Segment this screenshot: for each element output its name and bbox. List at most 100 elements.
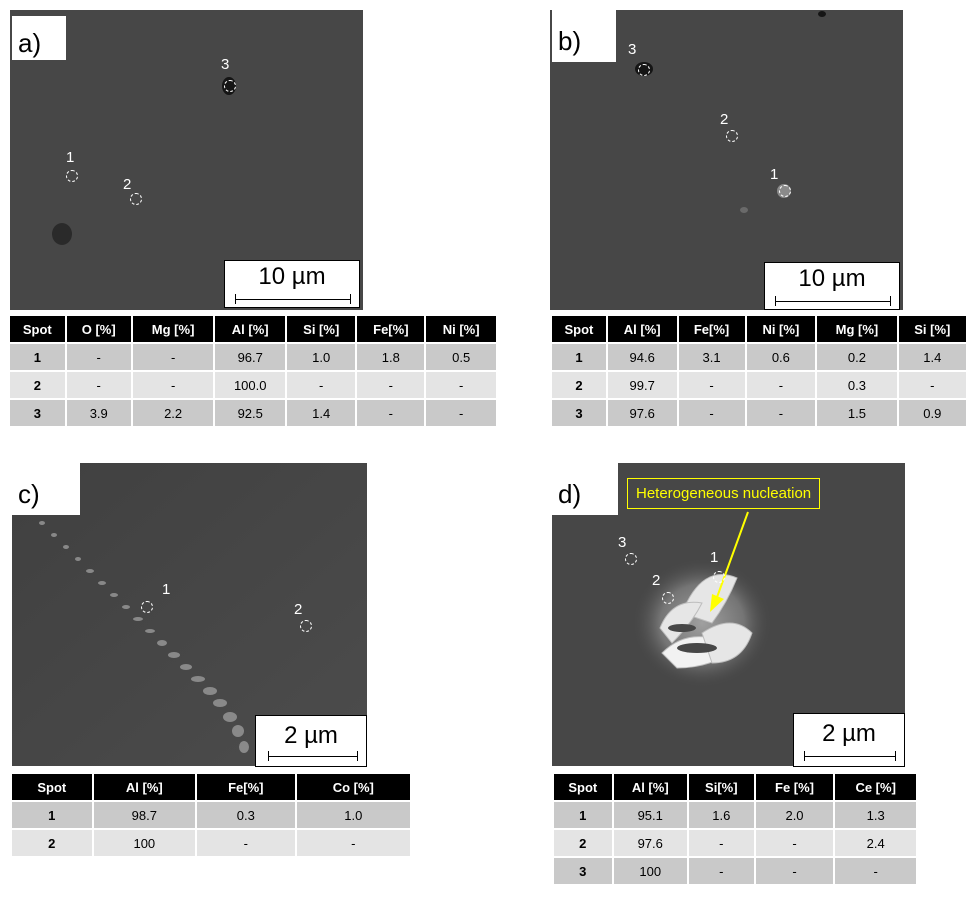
spot-marker-3 (638, 64, 650, 76)
table-cell: 95.1 (613, 802, 687, 828)
table-cell: - (132, 372, 214, 398)
spot-marker-3 (224, 80, 236, 92)
table-cell: 92.5 (215, 400, 286, 426)
col-header: Spot (554, 774, 612, 800)
table-cell: 3.9 (66, 400, 131, 426)
table-row: 2 97.6 - - 2.4 (554, 830, 916, 856)
table-row: 1 - - 96.7 1.0 1.8 0.5 (10, 344, 496, 370)
table-row: 2 - - 100.0 - - - (10, 372, 496, 398)
scale-bar-b: 10 µm (764, 262, 900, 310)
table-cell: - (296, 830, 410, 856)
table-cell: 1.5 (817, 400, 897, 426)
table-cell: 3.1 (678, 344, 745, 370)
spot-label-3: 3 (618, 534, 627, 551)
eds-table-a: Spot O [%] Mg [%] Al [%] Si [%] Fe[%] Ni… (8, 314, 498, 428)
table-cell: 100 (93, 830, 196, 856)
spot-label-1: 1 (66, 149, 75, 166)
table-cell: 2 (12, 830, 92, 856)
spot-label-2: 2 (652, 572, 661, 589)
col-header: Al [%] (613, 774, 687, 800)
table-cell: - (197, 830, 295, 856)
table-cell: - (426, 372, 496, 398)
col-header: Fe [%] (755, 774, 834, 800)
table-cell: 1 (552, 344, 606, 370)
table-cell: 1 (554, 802, 612, 828)
table-cell: - (287, 372, 356, 398)
col-header: Si [%] (898, 316, 966, 342)
spot-label-2: 2 (294, 601, 303, 618)
table-cell: 2 (10, 372, 65, 398)
table-cell: - (688, 830, 754, 856)
col-header: Mg [%] (132, 316, 214, 342)
col-header: Al [%] (607, 316, 677, 342)
table-cell: - (898, 372, 966, 398)
table-cell: 97.6 (607, 400, 677, 426)
spot-marker-1 (779, 185, 791, 197)
panel-label-b: b) (552, 10, 616, 62)
annotation-heterogeneous-nucleation: Heterogeneous nucleation (627, 478, 821, 509)
col-header: Si [%] (287, 316, 356, 342)
table-row: 2 100 - - (12, 830, 410, 856)
table-cell: 97.6 (613, 830, 687, 856)
spot-marker-3 (625, 553, 637, 565)
table-cell: 1.0 (296, 802, 410, 828)
sem-image-d (552, 463, 905, 766)
table-row: 3 100 - - - (554, 858, 916, 884)
spot-marker-1 (66, 170, 78, 182)
spot-label-1: 1 (710, 549, 719, 566)
eds-table-c: Spot Al [%] Fe[%] Co [%] 1 98.7 0.3 1.0 … (10, 772, 412, 858)
table-cell: 0.3 (817, 372, 897, 398)
col-header: Co [%] (296, 774, 410, 800)
table-cell: 3 (552, 400, 606, 426)
table-cell: 2.0 (755, 802, 834, 828)
table-cell: 1.8 (357, 344, 425, 370)
table-cell: 98.7 (93, 802, 196, 828)
eds-table-d: Spot Al [%] Si[%] Fe [%] Ce [%] 1 95.1 1… (552, 772, 918, 886)
spot-marker-1 (141, 601, 153, 613)
col-header: Fe[%] (197, 774, 295, 800)
sem-image-a (10, 10, 363, 310)
spot-marker-2 (726, 130, 738, 142)
col-header: Spot (10, 316, 65, 342)
table-cell: - (132, 344, 214, 370)
table-cell: 2.2 (132, 400, 214, 426)
table-cell: - (426, 400, 496, 426)
table-row: 3 3.9 2.2 92.5 1.4 - - (10, 400, 496, 426)
table-cell: 2.4 (835, 830, 916, 856)
spot-marker-2 (130, 193, 142, 205)
table-cell: - (755, 830, 834, 856)
table-cell: 1 (12, 802, 92, 828)
spot-label-1: 1 (162, 581, 171, 598)
table-cell: 3 (554, 858, 612, 884)
table-cell: - (357, 372, 425, 398)
panel-label-d: d) (552, 463, 618, 515)
table-cell: - (678, 400, 745, 426)
col-header: Ni [%] (426, 316, 496, 342)
col-header: Fe[%] (678, 316, 745, 342)
spot-label-2: 2 (123, 176, 132, 193)
eds-table-b: Spot Al [%] Fe[%] Ni [%] Mg [%] Si [%] 1… (550, 314, 968, 428)
scale-bar-c: 2 µm (255, 715, 367, 767)
table-cell: - (66, 344, 131, 370)
panel-label-a: a) (12, 16, 66, 60)
table-cell: 1.3 (835, 802, 916, 828)
annotation-arrow (710, 511, 749, 612)
table-cell: - (688, 858, 754, 884)
table-row: 1 94.6 3.1 0.6 0.2 1.4 (552, 344, 966, 370)
table-row: 3 97.6 - - 1.5 0.9 (552, 400, 966, 426)
sem-features-d (632, 558, 772, 688)
table-cell: 100 (613, 858, 687, 884)
col-header: Al [%] (93, 774, 196, 800)
col-header: Fe[%] (357, 316, 425, 342)
table-cell: 0.9 (898, 400, 966, 426)
spot-marker-2 (300, 620, 312, 632)
spot-marker-1 (713, 571, 725, 583)
table-cell: - (746, 400, 816, 426)
spot-label-3: 3 (221, 56, 230, 73)
scale-bar-label-b: 10 µm (798, 265, 866, 292)
spot-marker-2 (662, 592, 674, 604)
col-header: Al [%] (215, 316, 286, 342)
table-cell: - (746, 372, 816, 398)
table-cell: 2 (554, 830, 612, 856)
table-cell: - (678, 372, 745, 398)
